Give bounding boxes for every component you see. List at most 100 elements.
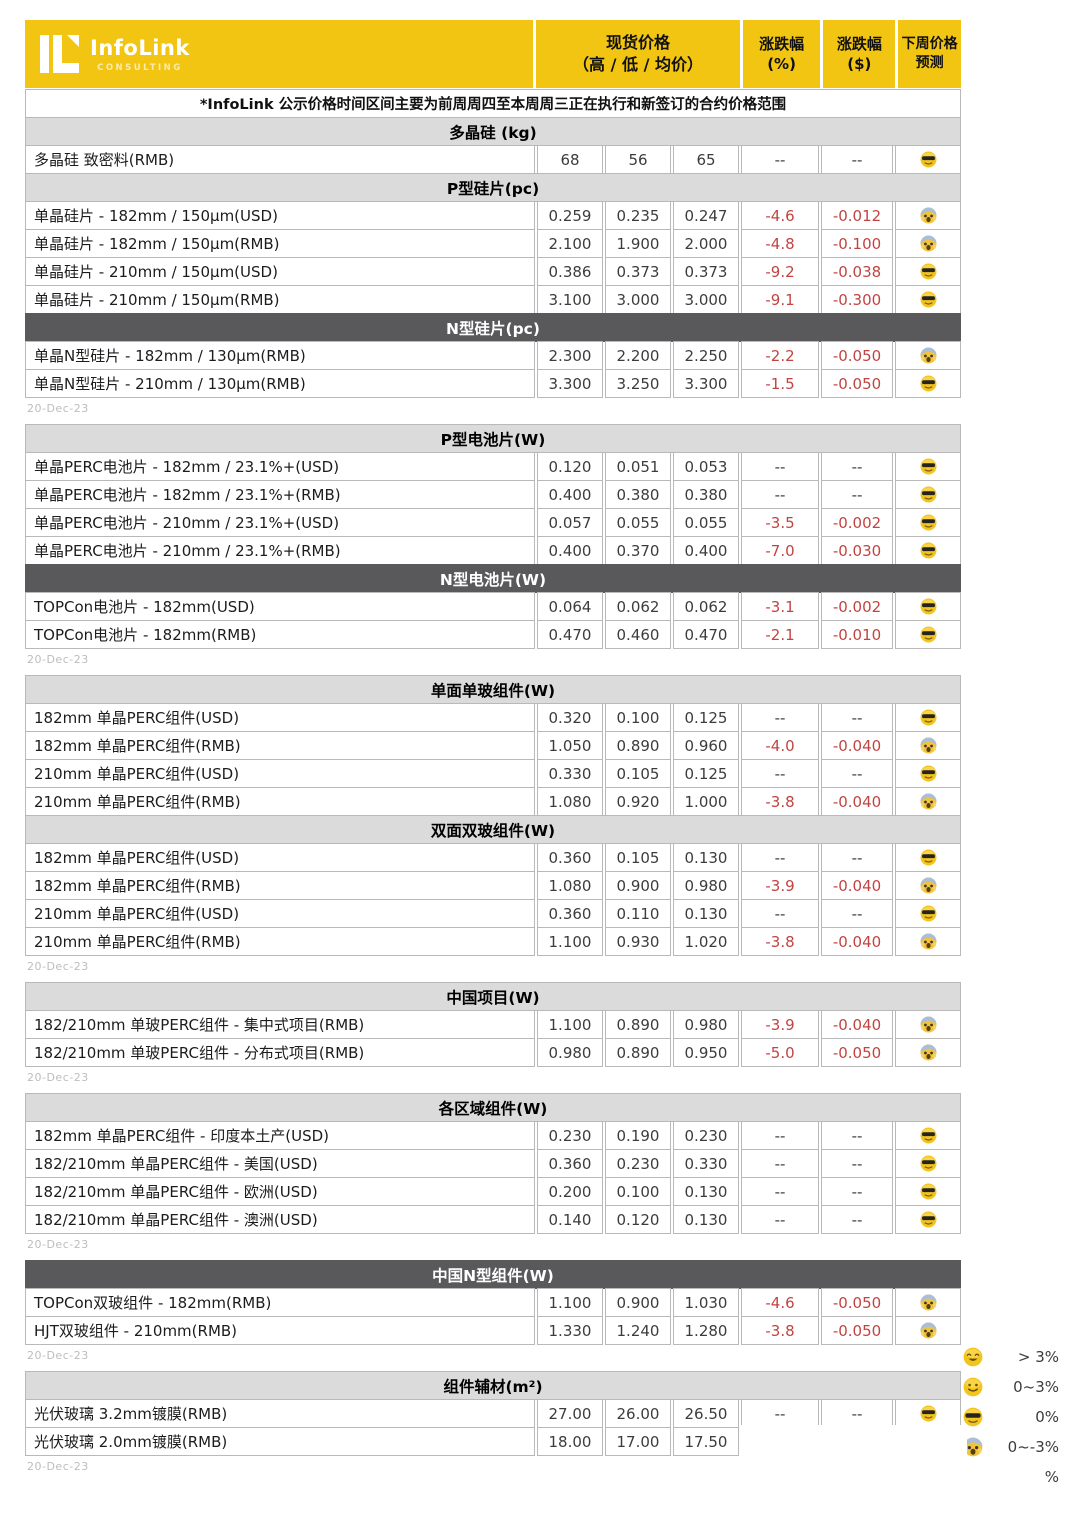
- forecast-cell: [895, 1288, 961, 1317]
- scream-face-icon: [920, 877, 936, 894]
- product-name-cell: 182mm 单晶PERC组件(USD): [25, 843, 535, 872]
- product-name-cell: 光伏玻璃 2.0mm镀膜(RMB): [25, 1427, 535, 1456]
- change-usd-cell: --: [821, 452, 893, 481]
- high-price-cell: 0.360: [537, 899, 603, 928]
- change-pct-cell: --: [741, 1399, 819, 1428]
- forecast-cell: [895, 1038, 961, 1067]
- forecast-cell: [895, 452, 961, 481]
- table-row: 210mm 单晶PERC组件(RMB) 1.100 0.930 1.020 -3.8 -0…: [25, 927, 961, 956]
- product-name-cell: 182/210mm 单晶PERC组件 - 澳洲(USD): [25, 1205, 535, 1234]
- change-usd-cell: -0.002: [821, 592, 893, 621]
- change-pct-cell: -3.8: [741, 927, 819, 956]
- product-name-cell: 182/210mm 单晶PERC组件 - 欧洲(USD): [25, 1177, 535, 1206]
- high-price-cell: 1.080: [537, 787, 603, 816]
- high-price-cell: 0.320: [537, 703, 603, 732]
- product-name-cell: 182mm 单晶PERC组件 - 印度本土产(USD): [25, 1121, 535, 1150]
- low-price-cell: 17.00: [605, 1427, 671, 1456]
- change-usd-cell: --: [821, 145, 893, 174]
- avg-price-cell: 0.373: [673, 257, 739, 286]
- product-name-cell: 182mm 单晶PERC组件(RMB): [25, 731, 535, 760]
- change-pct-cell: -3.5: [741, 508, 819, 537]
- table-row: 210mm 单晶PERC组件(USD) 0.360 0.110 0.130 -- --: [25, 899, 961, 928]
- price-block: P型电池片(W) 单晶PERC电池片 - 182mm / 23.1%+(USD) 0…: [25, 424, 961, 666]
- change-pct-cell: --: [741, 1149, 819, 1178]
- product-name-cell: 210mm 单晶PERC组件(USD): [25, 759, 535, 788]
- scream-face-icon: [920, 737, 936, 754]
- table-row: 182mm 单晶PERC组件(RMB) 1.050 0.890 0.960 -4.0 -0…: [25, 731, 961, 760]
- forecast-cell: [895, 927, 961, 956]
- change-pct-cell: -5.0: [741, 1038, 819, 1067]
- low-price-cell: 1.900: [605, 229, 671, 258]
- price-block: 单面单玻组件(W) 182mm 单晶PERC组件(USD) 0.320 0.100 0.…: [25, 675, 961, 973]
- change-pct-cell: -4.6: [741, 201, 819, 230]
- legend-item: %: [963, 1462, 1059, 1492]
- high-price-cell: 0.200: [537, 1177, 603, 1206]
- forecast-cell: [895, 1427, 961, 1456]
- avg-price-cell: 17.50: [673, 1427, 739, 1456]
- table-row: 单晶硅片 - 182mm / 150µm(RMB) 2.100 1.900 2.000…: [25, 229, 961, 258]
- sunglasses-face-icon: [920, 1405, 936, 1422]
- legend-icon-slot: [963, 1437, 987, 1457]
- change-usd-cell: -0.300: [821, 285, 893, 314]
- avg-price-cell: 0.130: [673, 1205, 739, 1234]
- forecast-cell: [895, 145, 961, 174]
- low-price-cell: 0.890: [605, 731, 671, 760]
- table-row: 单晶PERC电池片 - 210mm / 23.1%+(USD) 0.057 0.05…: [25, 508, 961, 537]
- section-header: N型电池片(W): [25, 564, 961, 593]
- section-header: 中国N型组件(W): [25, 1260, 961, 1289]
- forecast-cell: [895, 1149, 961, 1178]
- change-usd-cell: --: [821, 1399, 893, 1428]
- high-price-cell: 1.080: [537, 871, 603, 900]
- product-name-cell: 单晶硅片 - 182mm / 150µm(RMB): [25, 229, 535, 258]
- change-pct-cell: [741, 1427, 819, 1456]
- low-price-cell: 0.460: [605, 620, 671, 649]
- forecast-cell: [895, 1121, 961, 1150]
- legend-label: 0%: [1035, 1408, 1059, 1426]
- change-pct-cell: -3.8: [741, 787, 819, 816]
- avg-price-cell: 0.330: [673, 1149, 739, 1178]
- price-block: 中国项目(W) 182/210mm 单玻PERC组件 - 集中式项目(RMB) 1.…: [25, 982, 961, 1084]
- avg-price-cell: 1.030: [673, 1288, 739, 1317]
- avg-price-cell: 0.130: [673, 899, 739, 928]
- logo-cell: InfoLink CONSULTING: [25, 20, 534, 88]
- section-header: 中国项目(W): [25, 982, 961, 1011]
- sunglasses-face-icon: [920, 626, 936, 643]
- price-block: 中国N型组件(W) TOPCon双玻组件 - 182mm(RMB) 1.100 0.9…: [25, 1260, 961, 1362]
- product-name-cell: 182mm 单晶PERC组件(RMB): [25, 871, 535, 900]
- change-pct-cell: -1.5: [741, 369, 819, 398]
- legend-item: 0%: [963, 1402, 1059, 1432]
- change-usd-cell: -0.010: [821, 620, 893, 649]
- high-price-cell: 0.259: [537, 201, 603, 230]
- change-usd-cell: -0.002: [821, 508, 893, 537]
- avg-price-cell: 3.300: [673, 369, 739, 398]
- change-pct-cell: -9.1: [741, 285, 819, 314]
- high-price-cell: 3.100: [537, 285, 603, 314]
- change-usd-cell: -0.038: [821, 257, 893, 286]
- high-price-cell: 1.100: [537, 1010, 603, 1039]
- logo-text: InfoLink CONSULTING: [90, 34, 190, 75]
- change-pct-cell: --: [741, 703, 819, 732]
- product-name-cell: 光伏玻璃 3.2mm镀膜(RMB): [25, 1399, 535, 1428]
- low-price-cell: 0.105: [605, 759, 671, 788]
- scream-face-icon: [920, 1044, 936, 1061]
- date-label: 20-Dec-23: [27, 653, 89, 666]
- change-usd-cell: -0.040: [821, 1010, 893, 1039]
- change-pct-cell: -3.1: [741, 592, 819, 621]
- product-name-cell: 单晶N型硅片 - 210mm / 130µm(RMB): [25, 369, 535, 398]
- product-name-cell: 单晶PERC电池片 - 210mm / 23.1%+(USD): [25, 508, 535, 537]
- low-price-cell: 0.120: [605, 1205, 671, 1234]
- pred-sub: 预测: [915, 55, 944, 71]
- sunglasses-face-icon: [920, 1211, 936, 1228]
- change-pct-cell: --: [741, 1121, 819, 1150]
- scream-face-icon: [920, 793, 936, 810]
- change-pct-cell: --: [741, 145, 819, 174]
- change-pct-cell: --: [741, 759, 819, 788]
- change-pct-cell: -4.0: [741, 731, 819, 760]
- high-price-cell: 1.050: [537, 731, 603, 760]
- change-pct-cell: -2.2: [741, 341, 819, 370]
- table-row: 182/210mm 单玻PERC组件 - 分布式项目(RMB) 0.980 0.89…: [25, 1038, 961, 1067]
- table-row: 单晶硅片 - 210mm / 150µm(RMB) 3.100 3.000 3.000…: [25, 285, 961, 314]
- brand-sub: CONSULTING: [97, 62, 183, 73]
- infolink-logo: InfoLink CONSULTING: [39, 32, 190, 76]
- high-price-cell: 0.386: [537, 257, 603, 286]
